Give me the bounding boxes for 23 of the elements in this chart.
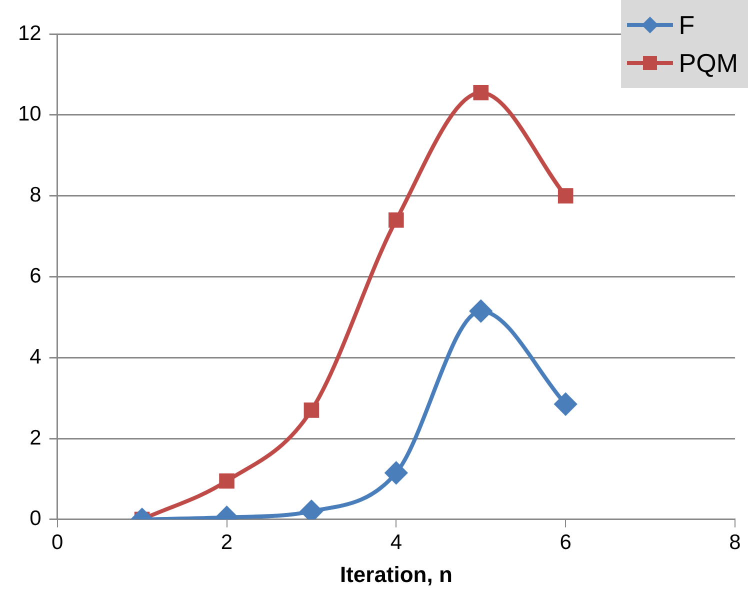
point: [388, 212, 404, 228]
y-tick-label: 6: [30, 264, 42, 288]
point: [304, 402, 320, 418]
y-tick-label: 8: [30, 184, 42, 207]
x-tick-label: 8: [729, 530, 741, 554]
point: [219, 473, 234, 489]
point: [558, 188, 574, 204]
point: [385, 462, 408, 484]
x-tick-label: 4: [390, 530, 402, 554]
x-tick-label: 6: [560, 530, 572, 554]
y-tick-label: 4: [30, 345, 42, 368]
x-tick-label: 0: [52, 530, 64, 554]
point: [470, 300, 492, 322]
x-axis-title: Iteration, n: [340, 562, 452, 587]
y-tick-label: 0: [30, 507, 42, 530]
point: [473, 84, 489, 100]
y-tick-label: 10: [18, 102, 42, 126]
y-tick-label: 2: [30, 426, 42, 450]
x-tick-label: 2: [220, 530, 233, 554]
y-tick-label: 12: [18, 22, 42, 45]
legend-label: PQM: [678, 48, 738, 78]
legend-label: F: [678, 10, 695, 40]
point: [554, 393, 577, 416]
